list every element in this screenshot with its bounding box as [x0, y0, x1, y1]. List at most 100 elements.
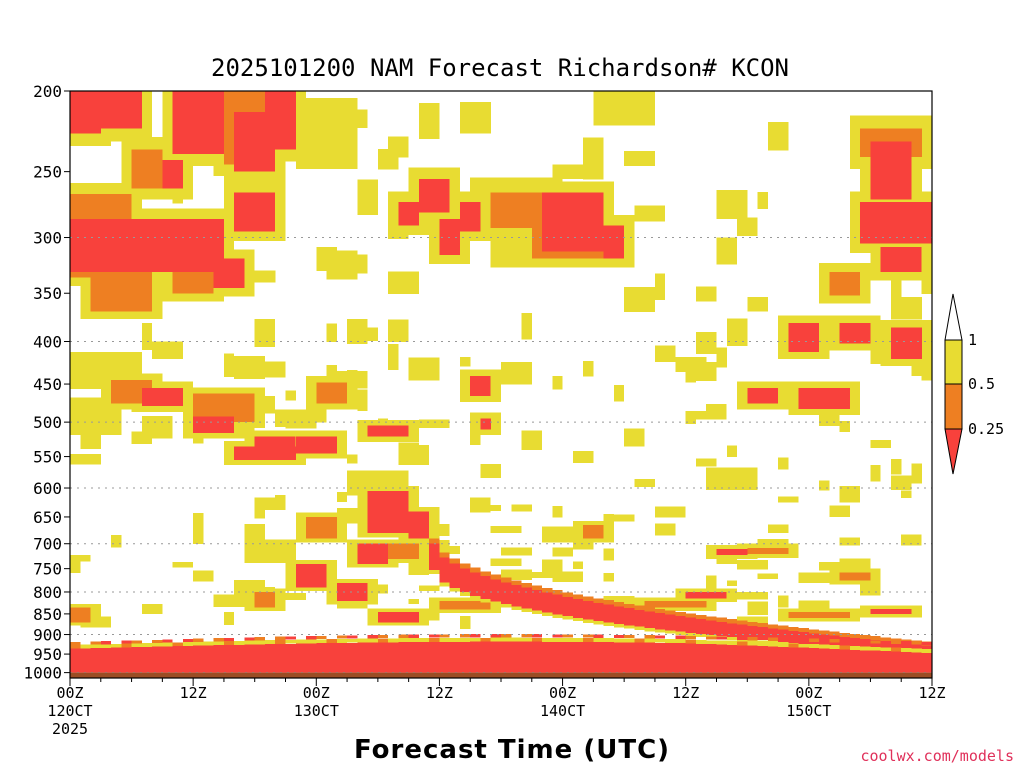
ri-cell-red: [624, 642, 635, 673]
y-tick-label: 350: [33, 284, 62, 303]
ri-cell-yellow: [326, 364, 337, 382]
ri-cell-red: [583, 600, 594, 620]
ri-cell-orange: [808, 629, 820, 634]
ri-cell-orange: [521, 583, 532, 588]
ri-cell-red: [901, 652, 912, 673]
ri-cell-yellow: [388, 343, 399, 371]
ri-cell-yellow: [603, 622, 614, 626]
ri-cell-yellow: [131, 643, 142, 648]
ri-cell-red: [870, 608, 912, 614]
ri-cell-yellow: [480, 598, 491, 603]
ri-cell-yellow: [737, 592, 768, 600]
ri-cell-red: [778, 637, 789, 642]
ri-cell-red: [121, 647, 132, 673]
ri-cell-orange: [767, 637, 779, 641]
ri-cell-red: [100, 641, 112, 645]
ri-cell-yellow: [542, 612, 553, 616]
ri-cell-orange: [326, 639, 337, 643]
ri-cell-yellow: [511, 637, 522, 642]
ri-cell-orange: [172, 642, 183, 647]
ri-cell-yellow: [418, 419, 450, 428]
ri-cell-yellow: [306, 407, 327, 423]
ri-cell-orange: [531, 637, 543, 642]
ri-cell-yellow: [716, 349, 727, 368]
ri-cell-red: [593, 634, 604, 638]
ri-cell-yellow: [552, 506, 563, 518]
ri-cell-yellow: [603, 572, 614, 582]
ri-cell-orange: [603, 600, 614, 605]
ri-cell-yellow: [583, 361, 594, 377]
ri-cell-orange: [90, 641, 101, 645]
ri-cell-yellow: [716, 640, 727, 645]
ri-cell-red: [654, 642, 666, 673]
ri-cell-red: [685, 617, 696, 633]
y-tick-label: 400: [33, 332, 62, 351]
x-tick-label: 12Z: [672, 684, 699, 702]
ri-cell-yellow: [70, 554, 91, 562]
ri-cell-yellow: [603, 548, 614, 561]
ri-cell-yellow: [624, 150, 655, 166]
chart-title: 2025101200 NAM Forecast Richardson# KCON: [211, 54, 789, 82]
ri-cell-orange: [788, 626, 799, 631]
ri-cell-yellow: [521, 430, 542, 450]
ri-cell-yellow: [870, 464, 881, 482]
ri-cell-red: [131, 647, 142, 673]
ri-cell-yellow: [511, 504, 532, 512]
ri-cell-orange: [562, 592, 573, 597]
legend-bottom-arrow: [944, 428, 963, 475]
ri-cell-red: [808, 648, 820, 673]
ri-cell-red: [244, 644, 255, 673]
ri-cell-orange: [316, 635, 327, 640]
legend-top-arrow: [944, 293, 963, 341]
ri-cell-orange: [193, 638, 204, 642]
ri-cell-red: [336, 642, 348, 673]
ri-cell-orange: [685, 639, 696, 644]
ri-cell-orange: [131, 149, 163, 189]
ri-cell-red: [429, 543, 440, 571]
ri-cell-orange: [501, 634, 512, 638]
ri-cell-red: [336, 582, 368, 601]
ri-cell-red: [675, 635, 686, 639]
ri-cell-yellow: [921, 271, 932, 295]
ri-cell-red: [685, 592, 727, 599]
ri-cell-red: [737, 624, 748, 639]
ri-cell-yellow: [408, 638, 419, 643]
ri-cell-yellow: [449, 637, 460, 642]
ri-cell-yellow: [860, 582, 881, 596]
ri-cell-red: [490, 634, 501, 638]
ri-cell-orange: [644, 607, 655, 612]
ri-cell-yellow: [572, 561, 584, 570]
ri-cell-orange: [839, 645, 850, 650]
ri-cell-yellow: [593, 621, 604, 625]
ri-cell-red: [244, 637, 255, 641]
ri-cell-red: [316, 643, 327, 673]
ri-cell-orange: [808, 638, 820, 642]
ri-cell-red: [747, 625, 758, 640]
ri-cell-red: [521, 587, 532, 609]
ri-cell-yellow: [654, 629, 666, 633]
ri-cell-red: [490, 641, 501, 673]
ri-cell-red: [234, 644, 245, 673]
ri-cell-yellow: [819, 644, 830, 649]
ri-cell-red: [829, 649, 840, 673]
ri-cell-red: [613, 606, 625, 624]
ri-cell-red: [880, 651, 891, 673]
ri-cell-orange: [737, 641, 748, 646]
ri-cell-orange: [870, 640, 881, 644]
ri-cell-yellow: [613, 624, 625, 628]
ri-cell-red: [141, 388, 183, 406]
ri-cell-yellow: [685, 632, 696, 636]
ri-cell-yellow: [234, 640, 245, 645]
ri-cell-yellow: [634, 205, 666, 222]
ri-cell-red: [511, 585, 522, 607]
ri-cell-red: [880, 247, 922, 272]
y-tick-label: 450: [33, 375, 62, 394]
ri-cell-red: [265, 644, 276, 673]
ri-cell-yellow: [388, 638, 399, 643]
ri-cell-orange: [254, 592, 276, 608]
ri-cell-yellow: [891, 297, 922, 320]
ri-cell-red: [706, 644, 717, 673]
ri-cell-red: [162, 639, 173, 643]
ri-cell-yellow: [603, 638, 614, 643]
ri-cell-red: [70, 91, 101, 134]
